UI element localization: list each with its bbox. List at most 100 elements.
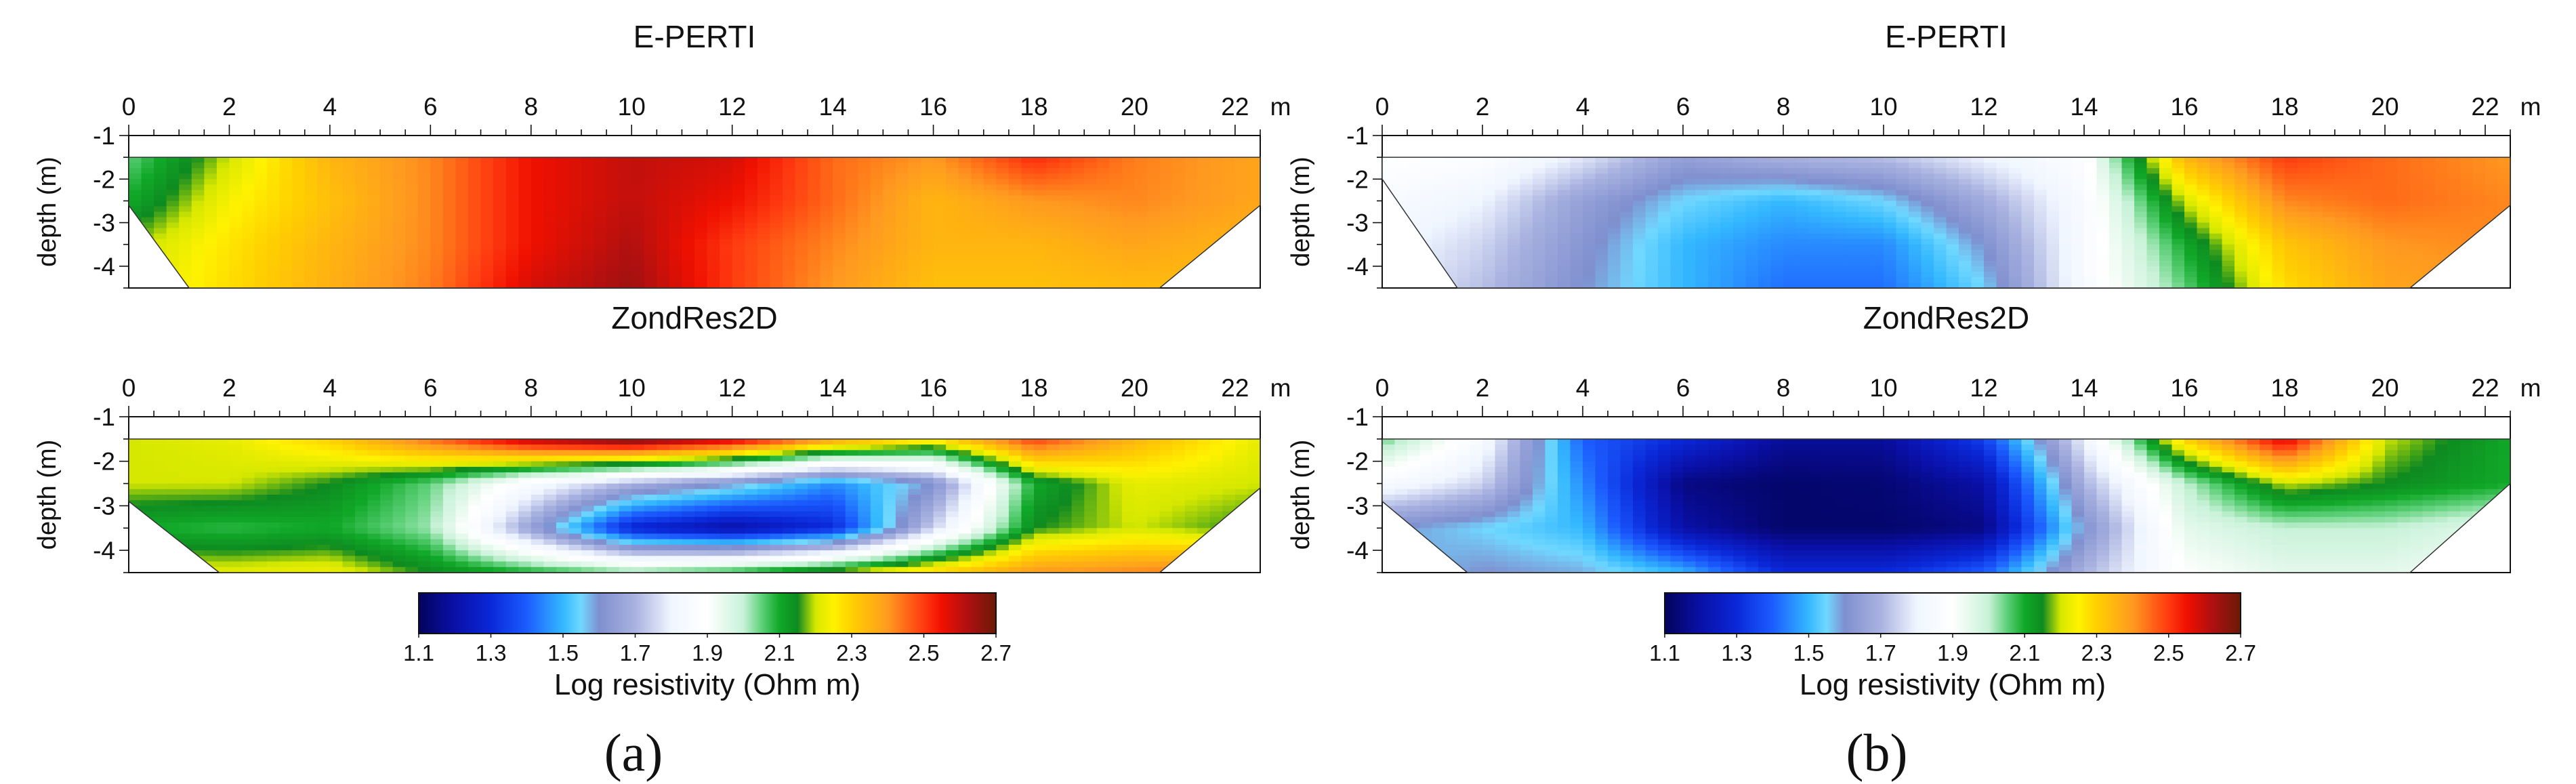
field-cell: [430, 179, 444, 186]
field-cell: [795, 528, 808, 535]
field-cell: [2310, 173, 2323, 180]
field-cell: [921, 533, 934, 540]
field-cell: [921, 211, 934, 218]
field-cell: [1708, 163, 1722, 169]
field-cell: [342, 522, 356, 529]
field-cell: [480, 483, 494, 490]
field-cell: [594, 461, 607, 468]
field-cell: [1008, 157, 1022, 163]
field-cell: [707, 179, 720, 186]
field-cell: [631, 233, 645, 240]
field-cell: [606, 184, 620, 191]
field-cell: [1046, 222, 1060, 229]
field-cell: [1159, 528, 1173, 535]
field-cell: [845, 511, 859, 518]
field-cell: [581, 249, 595, 256]
field-cell: [342, 544, 356, 551]
field-cell: [367, 550, 381, 557]
field-cell: [355, 222, 369, 229]
field-cell: [304, 201, 318, 207]
field-cell: [154, 450, 167, 457]
field-cell: [1008, 539, 1022, 545]
field-cell: [355, 455, 369, 462]
field-cell: [556, 533, 570, 540]
field-cell: [367, 206, 381, 213]
field-cell: [1084, 566, 1098, 573]
field-cell: [1720, 184, 1734, 191]
field-cell: [531, 190, 545, 197]
field-cell: [1733, 163, 1747, 169]
field-cell: [971, 450, 984, 457]
field-cell: [1071, 163, 1085, 169]
field-cell: [493, 438, 507, 445]
field-cell: [757, 228, 771, 234]
field-cell: [606, 500, 620, 507]
field-cell: [895, 276, 909, 283]
field-cell: [2447, 173, 2461, 180]
field-cell: [304, 561, 318, 568]
field-cell: [329, 244, 344, 251]
field-cell: [355, 168, 369, 175]
field-cell: [1109, 466, 1123, 473]
field-cell: [1109, 239, 1123, 245]
field-cell: [883, 217, 896, 224]
field-cell: [229, 195, 243, 202]
field-cell: [292, 461, 306, 468]
field-cell: [455, 495, 469, 501]
field-cell: [883, 483, 896, 490]
field-cell: [191, 233, 205, 240]
field-cell: [820, 211, 833, 218]
field-cell: [1909, 179, 1922, 186]
field-cell: [820, 466, 833, 473]
field-cell: [204, 228, 217, 234]
field-cell: [2096, 157, 2110, 163]
field-cell: [430, 522, 444, 529]
field-cell: [682, 206, 695, 213]
field-cell: [983, 528, 997, 535]
field-cell: [594, 500, 607, 507]
field-cell: [392, 195, 407, 202]
field-cell: [2397, 179, 2411, 186]
field-cell: [921, 266, 934, 272]
field-cell: [279, 533, 293, 540]
field-cell: [745, 472, 758, 479]
field-cell: [971, 472, 984, 479]
field-cell: [1071, 445, 1085, 451]
field-cell: [229, 438, 243, 445]
field-cell: [908, 173, 921, 180]
field-cell: [329, 472, 344, 479]
field-cell: [1172, 511, 1186, 518]
field-cell: [392, 506, 407, 512]
field-cell: [1071, 157, 1085, 163]
field-cell: [279, 190, 293, 197]
field-cell: [556, 260, 570, 267]
field-cell: [1059, 211, 1073, 218]
field-cell: [1008, 282, 1022, 288]
field-cell: [921, 228, 934, 234]
field-cell: [279, 201, 293, 207]
field-cell: [770, 276, 783, 283]
field-cell: [1209, 489, 1224, 495]
field-cell: [1147, 276, 1161, 283]
field-cell: [279, 184, 293, 191]
field-cell: [2297, 168, 2310, 175]
field-cell: [531, 266, 545, 272]
field-cell: [2285, 173, 2298, 180]
field-cell: [417, 271, 432, 278]
field-cell: [1184, 461, 1199, 468]
field-cell: [883, 222, 896, 229]
field-cell: [694, 173, 708, 180]
field-cell: [242, 228, 255, 234]
field-cell: [1034, 466, 1047, 473]
field-cell: [1172, 260, 1186, 267]
field-cell: [1197, 478, 1211, 484]
field-cell: [480, 511, 494, 518]
field-cell: [770, 528, 783, 535]
field-cell: [858, 168, 871, 175]
field-cell: [657, 276, 670, 283]
field-cell: [442, 566, 457, 573]
field-cell: [870, 450, 884, 457]
field-cell: [267, 206, 281, 213]
field-cell: [795, 445, 808, 451]
field-cell: [983, 184, 997, 191]
